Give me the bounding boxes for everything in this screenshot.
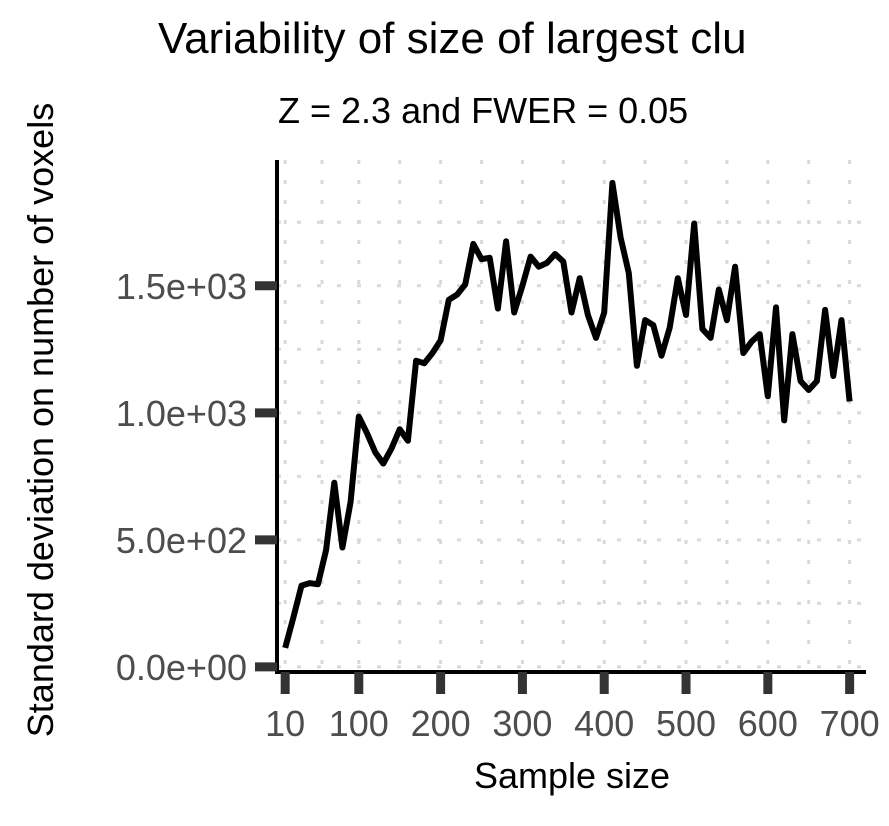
x-tick-label: 300 xyxy=(492,703,552,744)
y-tick-label: 5.0e+02 xyxy=(116,520,247,561)
x-axis-label: Sample size xyxy=(473,755,671,796)
x-tick-label: 10 xyxy=(265,703,305,744)
y-tick-label: 0.0e+00 xyxy=(116,647,247,688)
x-tick-label: 500 xyxy=(656,703,716,744)
chart-title: Variability of size of largest clu xyxy=(158,14,747,63)
chart-subtitle: Z = 2.3 and FWER = 0.05 xyxy=(278,90,689,131)
x-tick-label: 600 xyxy=(738,703,798,744)
x-tick-label: 400 xyxy=(574,703,634,744)
x-tick-label: 100 xyxy=(329,703,389,744)
x-tick-label: 200 xyxy=(411,703,471,744)
y-tick-label: 1.0e+03 xyxy=(116,393,247,434)
series-line xyxy=(282,179,853,649)
x-tick-label: 700 xyxy=(820,703,880,744)
y-tick-label: 1.5e+03 xyxy=(116,266,247,307)
